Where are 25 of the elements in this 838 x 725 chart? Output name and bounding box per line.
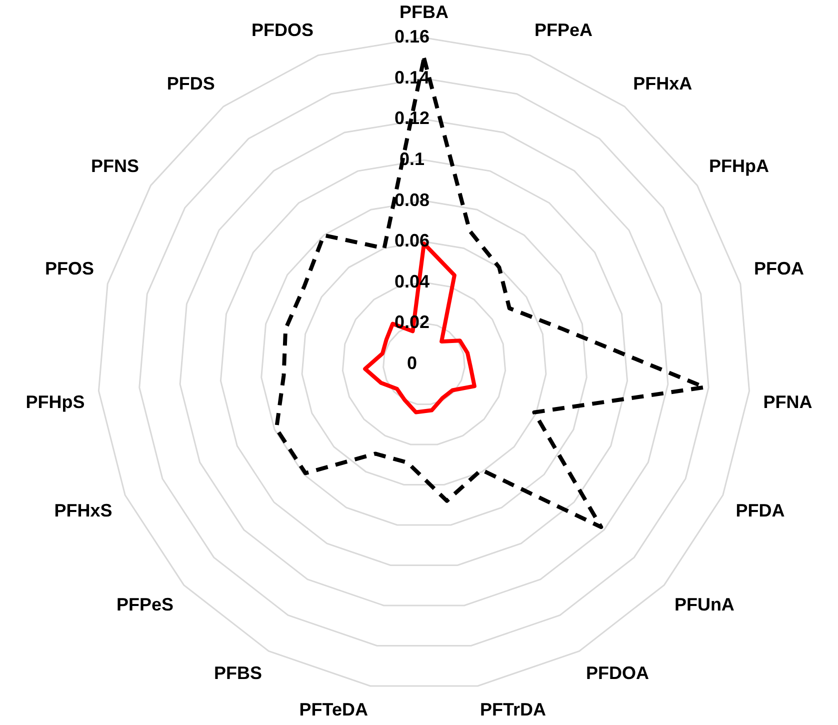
spoke-label: PFPeA [534, 20, 593, 40]
spoke-label: PFHxA [633, 74, 692, 94]
spoke-label: PFPeS [116, 594, 174, 614]
spoke-label: PFDOS [251, 20, 314, 40]
spoke-label: PFNA [763, 392, 812, 412]
spoke-label: PFHpS [26, 392, 85, 412]
spoke-label: PFDOA [586, 663, 650, 684]
spoke-label: PFHxS [54, 500, 112, 521]
y-tick-label: 0.08 [394, 190, 430, 210]
spoke-label: PFDS [166, 74, 215, 94]
y-tick-label: 0.16 [394, 26, 430, 47]
spoke-label: PFHpA [708, 156, 769, 176]
spoke-label: PFUnA [674, 594, 734, 614]
spoke-label: PFNS [91, 156, 140, 176]
spoke-label: PFOS [45, 258, 94, 279]
spoke-label: PFBA [400, 2, 448, 22]
y-tick-label: 0 [406, 352, 418, 373]
spoke-label: PFTrDA [480, 700, 546, 720]
spoke-label: PFOA [754, 258, 804, 279]
spoke-label: PFBS [214, 663, 262, 684]
y-tick-label: 0.14 [394, 67, 430, 88]
y-tick-label: 0.06 [394, 230, 430, 251]
spoke-label: PFDA [736, 500, 785, 521]
y-tick-label: 0.12 [394, 108, 430, 128]
spoke-label: PFTeDA [299, 700, 368, 720]
